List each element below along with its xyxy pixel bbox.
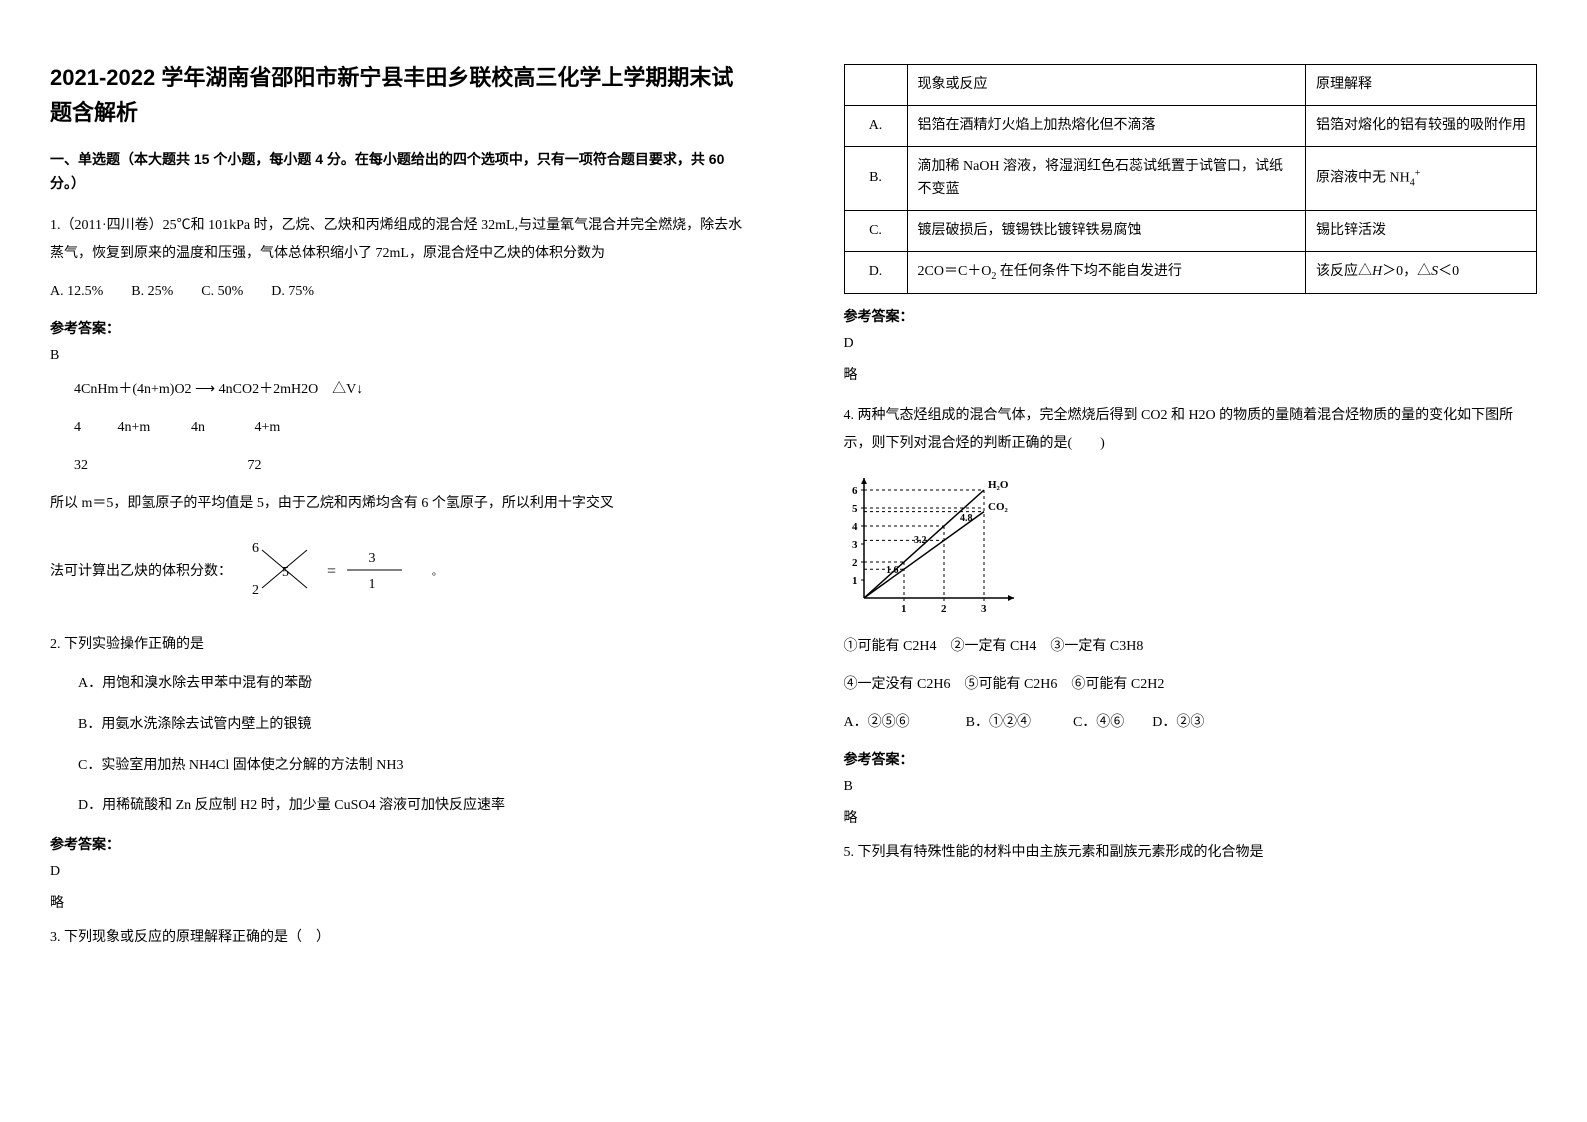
q3-text: 3. 下列现象或反应的原理解释正确的是（ ） bbox=[50, 924, 744, 952]
eq3-b: 72 bbox=[248, 458, 262, 473]
q3-answer-label: 参考答案： bbox=[844, 306, 1538, 326]
th-blank bbox=[844, 65, 907, 106]
row-a-left: 铝箔在酒精灯火焰上加热熔化但不滴落 bbox=[907, 105, 1306, 146]
q4-opts-line1: ①可能有 C2H4 ②一定有 CH4 ③一定有 C3H8 bbox=[844, 633, 1538, 661]
q1-text: 1.（2011·四川卷）25℃和 101kPa 时，乙烷、乙炔和丙烯组成的混合烃… bbox=[50, 212, 744, 268]
svg-text:5: 5 bbox=[852, 503, 858, 515]
q4-answer: B bbox=[844, 779, 1538, 795]
q1-explain-1: 所以 m＝5，即氢原子的平均值是 5，由于乙烷和丙烯均含有 6 个氢原子，所以利… bbox=[50, 490, 744, 518]
svg-text:1: 1 bbox=[901, 603, 907, 615]
th-principle: 原理解释 bbox=[1306, 65, 1537, 106]
svg-text:1: 1 bbox=[852, 575, 858, 587]
row-b-left: 滴加稀 NaOH 溶液，将湿润红色石蕊试纸置于试管口，试纸不变蓝 bbox=[907, 146, 1306, 211]
q1-explain-2-row: 法可计算出乙炔的体积分数： 6 2 5 = 3 1 。 bbox=[50, 528, 744, 613]
svg-text:1.6: 1.6 bbox=[886, 565, 899, 576]
q4-choices: A．②⑤⑥ B．①②④ C．④⑥ D．②③ bbox=[844, 709, 1538, 737]
eq2-d: 4+m bbox=[255, 414, 315, 442]
q4-opts-line2: ④一定没有 C2H6 ⑤可能有 C2H6 ⑥可能有 C2H2 bbox=[844, 671, 1538, 699]
row-d-label: D. bbox=[844, 251, 907, 293]
svg-text:3.2: 3.2 bbox=[914, 535, 927, 546]
period: 。 bbox=[432, 563, 442, 578]
svg-text:4.8: 4.8 bbox=[960, 513, 973, 524]
q5-text: 5. 下列具有特殊性能的材料中由主族元素和副族元素形成的化合物是 bbox=[844, 839, 1538, 867]
row-c-right: 锡比锌活泼 bbox=[1306, 211, 1537, 252]
svg-text:6: 6 bbox=[852, 485, 858, 497]
cross-left-top: 6 bbox=[252, 541, 259, 556]
row-d-left: 2CO＝C＋O2 在任何条件下均不能自发进行 bbox=[907, 251, 1306, 293]
q1-options: A. 12.5% B. 25% C. 50% D. 75% bbox=[50, 278, 744, 306]
equals-sign: = bbox=[327, 563, 336, 580]
q2-answer-label: 参考答案： bbox=[50, 834, 744, 854]
eq3-a: 32 bbox=[74, 452, 244, 480]
q3-answer: D bbox=[844, 336, 1538, 352]
svg-text:4: 4 bbox=[852, 521, 858, 533]
q2-opt-c: C．实验室用加热 NH4Cl 固体使之分解的方法制 NH3 bbox=[78, 751, 744, 782]
q4-text: 4. 两种气态烃组成的混合气体，完全燃烧后得到 CO2 和 H2O 的物质的量随… bbox=[844, 402, 1538, 458]
q2-opt-b: B．用氨水洗涤除去试管内壁上的银镜 bbox=[78, 710, 744, 741]
cross-left-bot: 2 bbox=[252, 583, 259, 598]
q1-explain-2: 法可计算出乙炔的体积分数： bbox=[50, 560, 232, 580]
eq2-b: 4n+m bbox=[118, 414, 188, 442]
row-b-label: B. bbox=[844, 146, 907, 211]
q4-chart: 1 2 3 4 5 6 1 2 3 bbox=[844, 468, 1538, 623]
q4-answer-label: 参考答案： bbox=[844, 749, 1538, 769]
eq2-c: 4n bbox=[191, 414, 251, 442]
svg-text:CO₂: CO₂ bbox=[988, 501, 1009, 513]
svg-text:2: 2 bbox=[852, 557, 858, 569]
q2-opt-d: D．用稀硫酸和 Zn 反应制 H2 时，加少量 CuSO4 溶液可加快反应速率 bbox=[78, 791, 744, 822]
q2-answer: D bbox=[50, 864, 744, 880]
q1-answer: B bbox=[50, 348, 744, 364]
left-column: 2021-2022 学年湖南省邵阳市新宁县丰田乡联校高三化学上学期期末试题含解析… bbox=[0, 0, 794, 1122]
q1-equation-2: 4 4n+m 4n 4+m bbox=[74, 414, 744, 442]
row-d-right: 该反应△H＞0，△S＜0 bbox=[1306, 251, 1537, 293]
row-c-label: C. bbox=[844, 211, 907, 252]
q2-text: 2. 下列实验操作正确的是 bbox=[50, 631, 744, 659]
row-a-right: 铝箔对熔化的铝有较强的吸附作用 bbox=[1306, 105, 1537, 146]
svg-text:2: 2 bbox=[941, 603, 947, 615]
q3-explain: 略 bbox=[844, 364, 1538, 384]
section-1-head: 一、单选题（本大题共 15 个小题，每小题 4 分。在每小题给出的四个选项中，只… bbox=[50, 148, 744, 196]
q2-opt-a: A．用饱和溴水除去甲苯中混有的苯酚 bbox=[78, 669, 744, 700]
row-b-right: 原溶液中无 NH4+ bbox=[1306, 146, 1537, 211]
q1-answer-label: 参考答案： bbox=[50, 318, 744, 338]
frac-bot: 1 bbox=[369, 577, 376, 592]
cross-mid: 5 bbox=[282, 565, 289, 580]
row-c-left: 镀层破损后，镀锡铁比镀锌铁易腐蚀 bbox=[907, 211, 1306, 252]
right-column: 现象或反应 原理解释 A. 铝箔在酒精灯火焰上加热熔化但不滴落 铝箔对熔化的铝有… bbox=[794, 0, 1587, 1122]
svg-text:3: 3 bbox=[981, 603, 987, 615]
svg-text:3: 3 bbox=[852, 539, 858, 551]
q1-equation-1: 4CnHm＋(4n+m)O2 ⟶ 4nCO2＋2mH2O △V↓ bbox=[74, 376, 744, 404]
svg-text:H₂O: H₂O bbox=[988, 479, 1009, 491]
q3-table: 现象或反应 原理解释 A. 铝箔在酒精灯火焰上加热熔化但不滴落 铝箔对熔化的铝有… bbox=[844, 64, 1538, 294]
cross-multiply-figure: 6 2 5 = 3 1 bbox=[232, 534, 432, 609]
document-title: 2021-2022 学年湖南省邵阳市新宁县丰田乡联校高三化学上学期期末试题含解析 bbox=[50, 60, 744, 130]
frac-top: 3 bbox=[369, 551, 376, 566]
q2-explain: 略 bbox=[50, 892, 744, 912]
q4-explain: 略 bbox=[844, 807, 1538, 827]
th-phenomenon: 现象或反应 bbox=[907, 65, 1306, 106]
row-a-label: A. bbox=[844, 105, 907, 146]
q1-equation-3: 32 72 bbox=[74, 452, 744, 480]
eq2-a: 4 bbox=[74, 414, 114, 442]
